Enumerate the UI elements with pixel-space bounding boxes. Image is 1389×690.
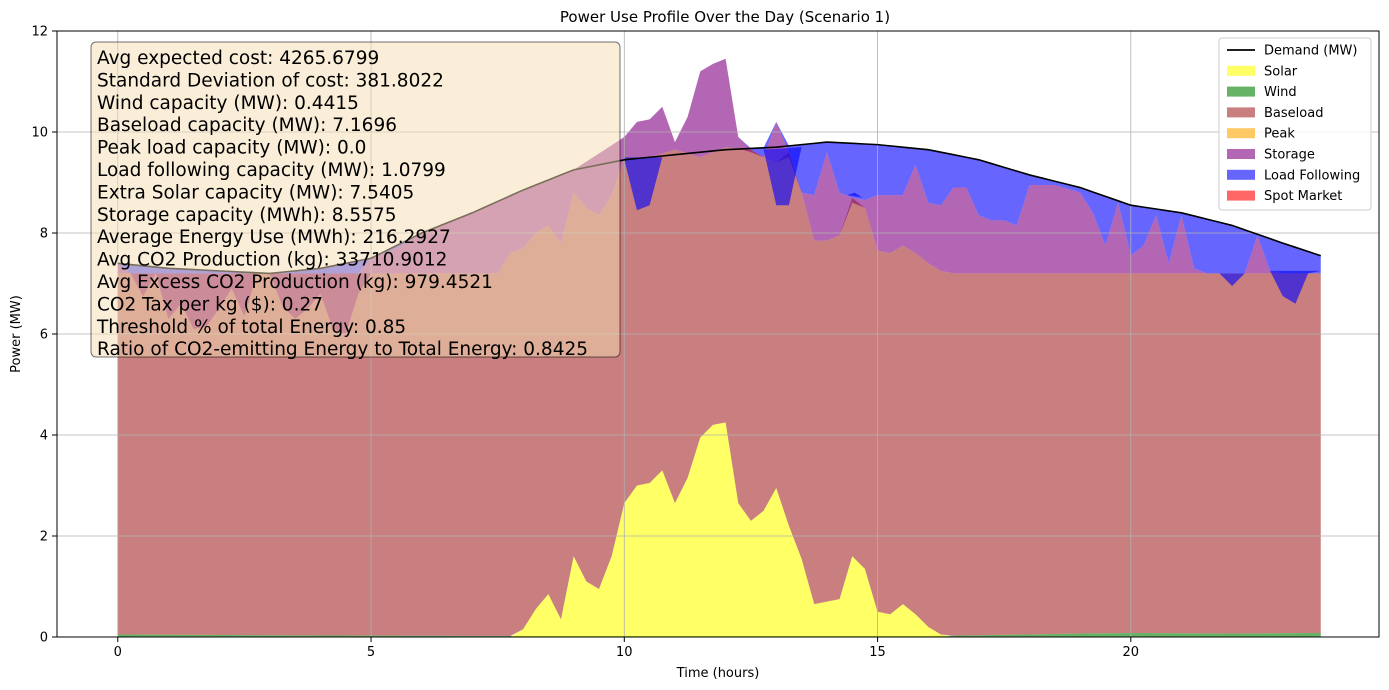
load-following-dip-0 xyxy=(624,157,663,211)
legend-label-spot_market: Spot Market xyxy=(1264,189,1342,204)
info-line-0: Avg expected cost: 4265.6799 xyxy=(97,48,379,69)
legend-label-storage: Storage xyxy=(1264,148,1315,163)
x-tick-label-3: 15 xyxy=(869,645,886,660)
info-line-10: Avg Excess CO2 Production (kg): 979.4521 xyxy=(97,272,493,293)
legend-label-baseload: Baseload xyxy=(1264,106,1323,121)
load-following-dip-1 xyxy=(763,147,802,206)
wind-area xyxy=(117,632,1321,637)
legend-label-load_following: Load Following xyxy=(1264,168,1360,183)
x-tick-label-1: 5 xyxy=(367,645,375,660)
y-tick-label-2: 4 xyxy=(40,429,48,444)
y-tick-label-1: 2 xyxy=(40,530,48,545)
legend-label-solar: Solar xyxy=(1264,64,1298,79)
baseload-area xyxy=(117,147,1321,636)
x-axis-label: Time (hours) xyxy=(676,666,760,681)
load-following-area xyxy=(117,58,1321,274)
legend-swatch-baseload xyxy=(1227,107,1255,118)
x-tick-label-4: 20 xyxy=(1123,645,1140,660)
info-line-2: Wind capacity (MW): 0.4415 xyxy=(97,93,359,114)
info-line-7: Storage capacity (MWh): 8.5575 xyxy=(97,205,397,226)
y-tick-label-0: 0 xyxy=(40,631,48,646)
legend-swatch-wind xyxy=(1227,86,1255,97)
x-tick-label-2: 10 xyxy=(616,645,633,660)
info-line-6: Extra Solar capacity (MW): 7.5405 xyxy=(97,182,414,203)
info-line-3: Baseload capacity (MW): 7.1696 xyxy=(97,115,397,136)
info-line-13: Ratio of CO2-emitting Energy to Total En… xyxy=(97,339,588,360)
load-following-dip-3 xyxy=(1219,273,1245,287)
info-line-11: CO2 Tax per kg ($): 0.27 xyxy=(97,294,323,315)
legend-swatch-load_following xyxy=(1227,169,1255,180)
legend-label-demand: Demand (MW) xyxy=(1264,44,1357,59)
legend-label-peak: Peak xyxy=(1264,127,1295,142)
y-axis-label: Power (MW) xyxy=(9,295,24,373)
load-following-dip-2 xyxy=(847,192,863,198)
info-box-background xyxy=(90,41,621,358)
y-tick-label-4: 8 xyxy=(40,227,48,242)
legend-swatch-solar xyxy=(1227,65,1255,76)
legend-swatch-peak xyxy=(1227,128,1255,139)
storage-area xyxy=(117,58,1321,274)
legend: Demand (MW) Solar Wind Baseload Peak Storage L… xyxy=(1218,37,1372,211)
legend-label-wind: Wind xyxy=(1264,85,1297,100)
solar-area xyxy=(117,422,1321,637)
x-tick-label-0: 0 xyxy=(114,645,122,660)
legend-background xyxy=(1218,37,1372,211)
y-tick-label-3: 6 xyxy=(40,328,48,343)
info-line-5: Load following capacity (MW): 1.0799 xyxy=(97,160,446,181)
info-line-8: Average Energy Use (MWh): 216.2927 xyxy=(97,227,451,248)
plot-area xyxy=(117,58,1321,637)
info-line-12: Threshold % of total Energy: 0.85 xyxy=(96,317,406,338)
info-line-1: Standard Deviation of cost: 381.8022 xyxy=(97,70,444,91)
info-line-4: Peak load capacity (MW): 0.0 xyxy=(97,138,366,159)
y-tick-label-5: 10 xyxy=(31,126,48,141)
load-following-dip-4 xyxy=(1270,270,1321,304)
legend-swatch-storage xyxy=(1227,149,1255,159)
info-line-9: Avg CO2 Production (kg): 33710.9012 xyxy=(97,250,447,271)
y-tick-label-6: 12 xyxy=(31,25,48,40)
legend-swatch-spot_market xyxy=(1227,190,1255,201)
chart-title: Power Use Profile Over the Day (Scenario… xyxy=(560,8,890,26)
